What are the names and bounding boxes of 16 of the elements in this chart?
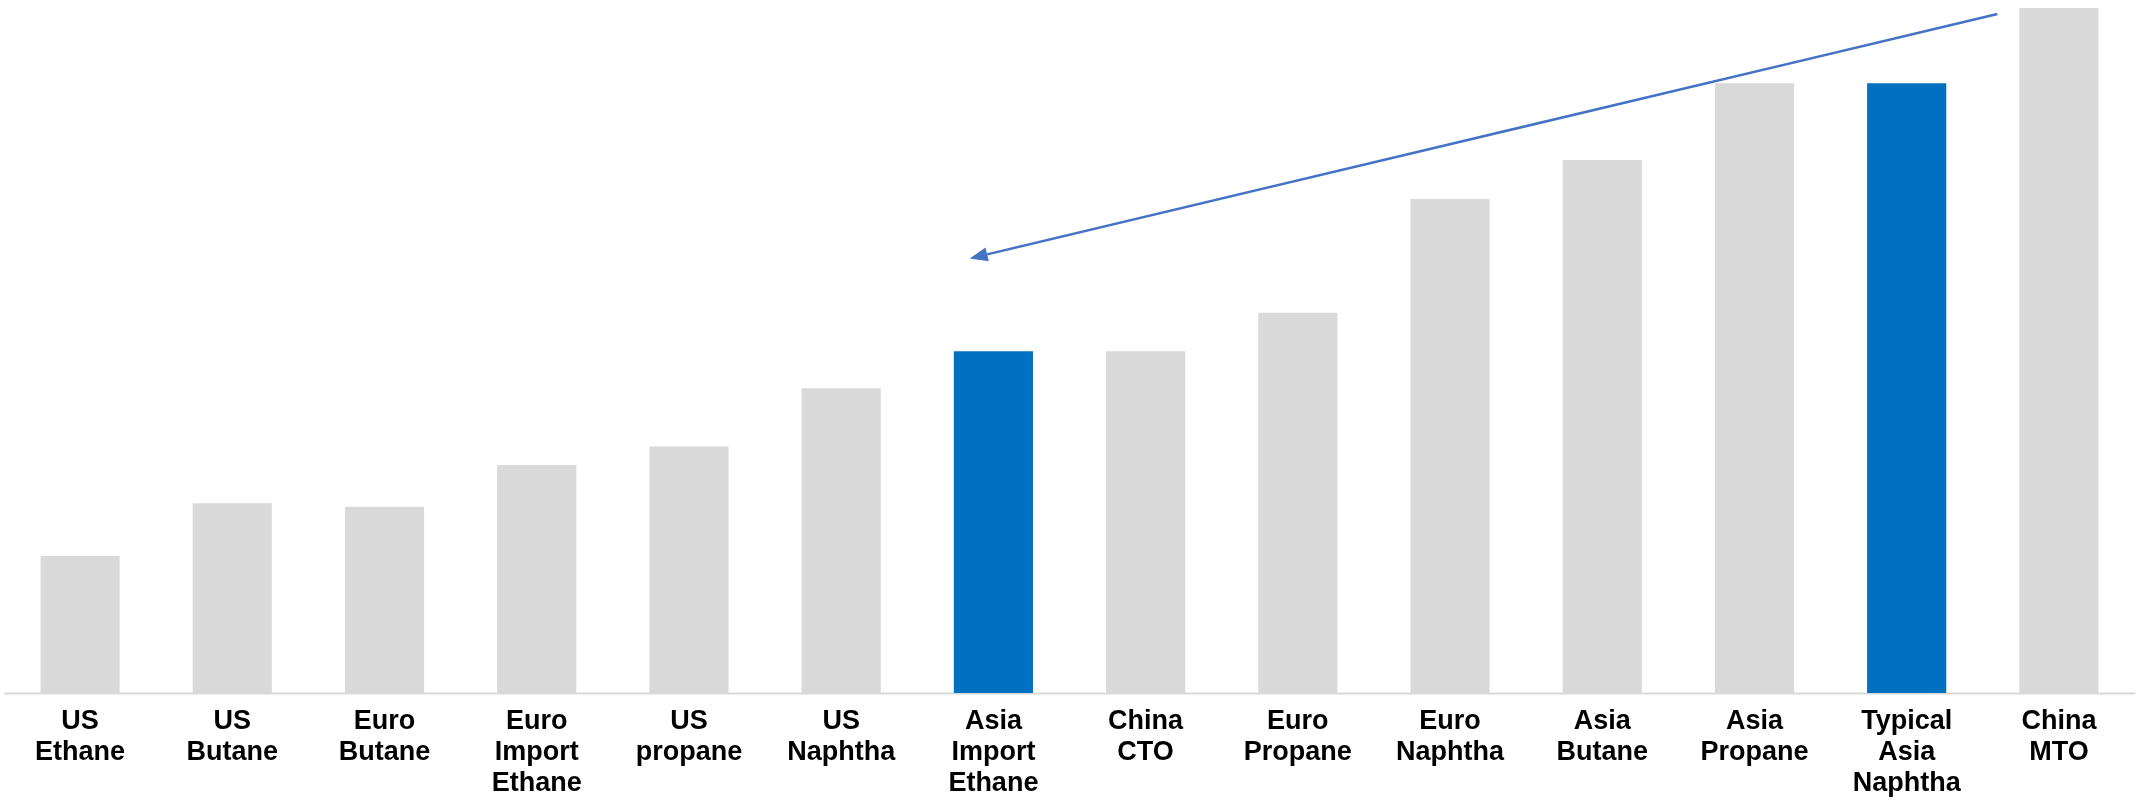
bar	[953, 351, 1033, 693]
x-tick-label: Typical Asia Naphtha	[1852, 704, 1962, 797]
x-tick-label: US Ethane	[35, 704, 126, 766]
x-tick-label: US propane	[635, 704, 743, 766]
x-tick-label: Euro Butane	[338, 704, 431, 766]
bar	[1867, 83, 1947, 693]
x-tick-label: China MTO	[2021, 704, 2098, 766]
x-tick-label: Euro Import Ethane	[491, 704, 582, 797]
x-tick-label: US Butane	[186, 704, 279, 766]
x-tick-label: US Naphtha	[787, 704, 897, 766]
x-tick-label: Euro Propane	[1243, 704, 1352, 766]
x-tick-label: Euro Naphtha	[1396, 704, 1506, 766]
x-tick-label: Asia Butane	[1556, 704, 1649, 766]
x-tick-label: Asia Propane	[1700, 704, 1809, 766]
x-tick-label: Asia Import Ethane	[948, 704, 1039, 797]
x-tick-label: China CTO	[1108, 704, 1185, 766]
